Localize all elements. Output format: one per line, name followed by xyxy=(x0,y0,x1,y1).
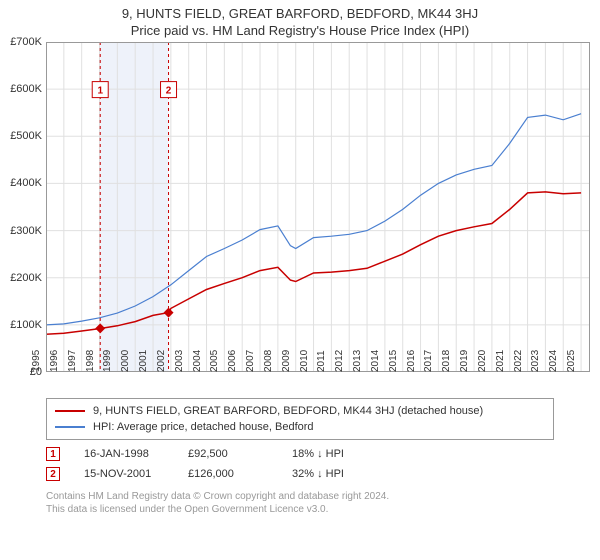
x-tick-label: 2013 xyxy=(352,350,363,372)
chart-subtitle: Price paid vs. HM Land Registry's House … xyxy=(0,21,600,42)
x-tick-label: 1997 xyxy=(67,350,78,372)
x-axis: 1995199619971998199920002001200220032004… xyxy=(46,372,590,392)
x-tick-label: 1999 xyxy=(102,350,113,372)
x-tick-label: 2024 xyxy=(548,350,559,372)
plot-svg: 12 xyxy=(46,42,590,372)
y-tick-label: £500K xyxy=(10,130,46,142)
x-tick-label: 2020 xyxy=(477,350,488,372)
chart-title: 9, HUNTS FIELD, GREAT BARFORD, BEDFORD, … xyxy=(0,0,600,21)
x-tick-label: 2004 xyxy=(192,350,203,372)
x-tick-label: 2001 xyxy=(138,350,149,372)
transaction-price: £92,500 xyxy=(188,448,268,460)
transaction-vs-hpi: 32% ↓ HPI xyxy=(292,468,372,480)
plot-region: 12 £0£100K£200K£300K£400K£500K£600K£700K xyxy=(46,42,590,372)
transaction-marker: 2 xyxy=(46,467,60,481)
x-tick-label: 2021 xyxy=(495,350,506,372)
transaction-date: 15-NOV-2001 xyxy=(84,468,164,480)
transactions-table: 1 16-JAN-1998 £92,500 18% ↓ HPI 2 15-NOV… xyxy=(46,444,554,484)
x-tick-label: 2019 xyxy=(459,350,470,372)
chart-area: 12 £0£100K£200K£300K£400K£500K£600K£700K… xyxy=(46,42,590,392)
footer-line: This data is licensed under the Open Gov… xyxy=(46,503,554,516)
x-tick-label: 2016 xyxy=(406,350,417,372)
y-tick-label: £700K xyxy=(10,36,46,48)
x-tick-label: 2022 xyxy=(513,350,524,372)
transaction-marker: 1 xyxy=(46,447,60,461)
x-tick-label: 2010 xyxy=(299,350,310,372)
x-tick-label: 2017 xyxy=(423,350,434,372)
y-tick-label: £600K xyxy=(10,83,46,95)
transaction-date: 16-JAN-1998 xyxy=(84,448,164,460)
legend-row: HPI: Average price, detached house, Bedf… xyxy=(55,419,545,435)
footer-line: Contains HM Land Registry data © Crown c… xyxy=(46,490,554,503)
x-tick-label: 2008 xyxy=(263,350,274,372)
table-row: 2 15-NOV-2001 £126,000 32% ↓ HPI xyxy=(46,464,554,484)
x-tick-label: 2009 xyxy=(281,350,292,372)
x-tick-label: 2014 xyxy=(370,350,381,372)
legend-label: 9, HUNTS FIELD, GREAT BARFORD, BEDFORD, … xyxy=(93,405,483,417)
x-tick-label: 2015 xyxy=(388,350,399,372)
x-tick-label: 2011 xyxy=(316,350,327,372)
legend-box: 9, HUNTS FIELD, GREAT BARFORD, BEDFORD, … xyxy=(46,398,554,440)
x-tick-label: 2005 xyxy=(209,350,220,372)
x-tick-label: 2007 xyxy=(245,350,256,372)
legend-swatch xyxy=(55,410,85,412)
footer-attribution: Contains HM Land Registry data © Crown c… xyxy=(46,490,554,516)
transaction-vs-hpi: 18% ↓ HPI xyxy=(292,448,372,460)
chart-container: 9, HUNTS FIELD, GREAT BARFORD, BEDFORD, … xyxy=(0,0,600,560)
legend-row: 9, HUNTS FIELD, GREAT BARFORD, BEDFORD, … xyxy=(55,403,545,419)
x-tick-label: 2012 xyxy=(334,350,345,372)
svg-text:1: 1 xyxy=(97,86,103,97)
x-tick-label: 2018 xyxy=(441,350,452,372)
x-tick-label: 1998 xyxy=(85,350,96,372)
y-tick-label: £400K xyxy=(10,177,46,189)
legend-label: HPI: Average price, detached house, Bedf… xyxy=(93,421,314,433)
x-tick-label: 2000 xyxy=(120,350,131,372)
svg-text:2: 2 xyxy=(166,86,172,97)
x-tick-label: 2025 xyxy=(566,350,577,372)
x-tick-label: 2003 xyxy=(174,350,185,372)
x-tick-label: 2006 xyxy=(227,350,238,372)
x-tick-label: 2002 xyxy=(156,350,167,372)
transaction-price: £126,000 xyxy=(188,468,268,480)
y-tick-label: £100K xyxy=(10,319,46,331)
y-tick-label: £200K xyxy=(10,272,46,284)
y-tick-label: £300K xyxy=(10,225,46,237)
x-tick-label: 1996 xyxy=(49,350,60,372)
x-tick-label: 2023 xyxy=(530,350,541,372)
table-row: 1 16-JAN-1998 £92,500 18% ↓ HPI xyxy=(46,444,554,464)
legend-swatch xyxy=(55,426,85,428)
x-tick-label: 1995 xyxy=(31,350,42,372)
